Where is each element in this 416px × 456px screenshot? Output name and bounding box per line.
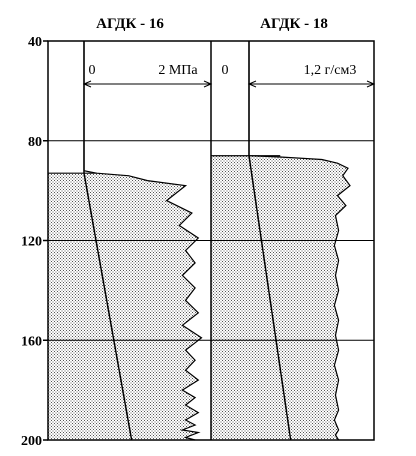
scale-max-label-2: 1,2 г/см3 — [304, 63, 357, 78]
series-line-2 — [248, 41, 351, 441]
scale-max-label-1: 2 МПа — [158, 63, 198, 78]
y-tick-label: 120 — [21, 235, 42, 250]
scale-arrow-left-2 — [247, 80, 257, 88]
fill-area-2 — [211, 155, 350, 440]
y-tick-label: 160 — [21, 334, 42, 349]
y-tick-label: 40 — [28, 35, 42, 50]
y-tick-label: 80 — [28, 135, 42, 150]
scale-arrow-left-1 — [82, 80, 92, 88]
panel-title-2: АГДК - 18 — [260, 16, 328, 32]
panel-title-1: АГДК - 16 — [96, 16, 164, 32]
scale-min-label-2: 0 — [222, 63, 229, 78]
scale-min-label-1: 0 — [89, 63, 96, 78]
y-tick-label: 200 — [21, 434, 42, 449]
reference-line-2 — [248, 155, 292, 441]
fill-area-1 — [48, 173, 202, 440]
series-line-1 — [83, 41, 203, 441]
reference-line-1 — [83, 173, 133, 441]
